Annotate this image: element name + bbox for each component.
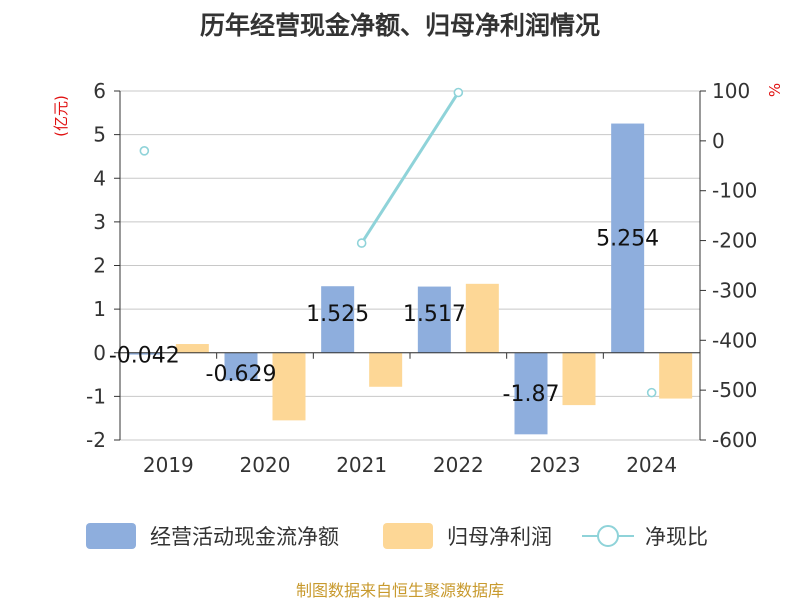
bar-data-label: -0.629	[206, 362, 277, 387]
left-tick-label: 5	[93, 123, 106, 147]
left-tick-label: 1	[93, 297, 106, 321]
legend-label-1: 归母净利润	[447, 525, 552, 549]
source-note: 制图数据来自恒生聚源数据库	[296, 581, 504, 600]
legend-swatch-marker	[597, 525, 619, 547]
right-tick-label: 0	[712, 129, 725, 153]
bar-data-label: 1.525	[306, 302, 369, 327]
bar-0-0	[127, 352, 161, 355]
left-tick-label: 0	[93, 341, 106, 365]
legend-swatch-0	[86, 523, 136, 549]
x-tick-label: 2020	[240, 453, 291, 477]
right-tick-label: -200	[712, 229, 757, 253]
x-tick-label: 2022	[433, 453, 484, 477]
left-tick-label: 3	[93, 210, 106, 234]
right-tick-label: -300	[712, 278, 757, 302]
right-tick-label: -100	[712, 179, 757, 203]
bar-1-4	[562, 352, 596, 406]
line-point-5	[646, 387, 657, 398]
bar-0-2	[321, 286, 355, 353]
bar-data-label: -1.87	[503, 382, 560, 407]
left-tick-label: 6	[93, 79, 106, 103]
axes: 6 5 4 3 2 1 0 -1 -2 100 0 -100 -200 -300 -400 -500 -600 2…	[86, 79, 757, 477]
bar-0-3	[417, 286, 451, 353]
right-tick-label: -600	[712, 428, 757, 452]
right-tick-label: -500	[712, 378, 757, 402]
left-tick-label: 2	[93, 254, 106, 278]
bar-data-label: 1.517	[403, 302, 466, 327]
bar-1-3	[465, 283, 499, 353]
bar-marks	[127, 123, 693, 435]
x-tick-label: 2021	[336, 453, 387, 477]
line-point-2	[356, 238, 367, 248]
left-tick-label: -2	[86, 428, 106, 452]
bar-1-1	[272, 352, 306, 421]
right-tick-label: -400	[712, 328, 757, 352]
x-tick-label: 2019	[143, 453, 194, 477]
bar-data-label: -0.042	[109, 344, 180, 369]
left-tick-label: -1	[86, 384, 106, 408]
legend-label-2: 净现比	[645, 525, 708, 549]
line-segment-1	[360, 91, 460, 244]
bar-data-label: 5.254	[596, 227, 659, 252]
legend: 经营活动现金流净额 归母净利润 净现比	[86, 523, 708, 549]
bar-0-1	[224, 352, 258, 381]
right-tick-label: 100	[712, 79, 750, 103]
line-point-0	[139, 146, 150, 156]
left-tick-label: 4	[93, 166, 106, 190]
bar-1-2	[369, 352, 403, 387]
legend-label-0: 经营活动现金流净额	[150, 525, 339, 549]
line-point-3	[453, 87, 464, 98]
x-tick-label: 2023	[530, 453, 581, 477]
data-labels: -0.042 -0.629 1.525 1.517 -1.87 5.254	[109, 227, 659, 407]
chart-title: 历年经营现金净额、归母净利润情况	[200, 11, 600, 40]
bar-1-0	[175, 344, 209, 353]
legend-swatch-1	[383, 523, 433, 549]
line-marks	[139, 87, 657, 398]
x-tick-label: 2024	[626, 453, 677, 477]
bar-1-5	[659, 352, 693, 399]
right-axis-unit: %	[766, 83, 784, 97]
bar-0-5	[611, 123, 645, 353]
left-axis-unit: (亿元)	[52, 95, 70, 137]
bar-0-4	[514, 352, 548, 435]
